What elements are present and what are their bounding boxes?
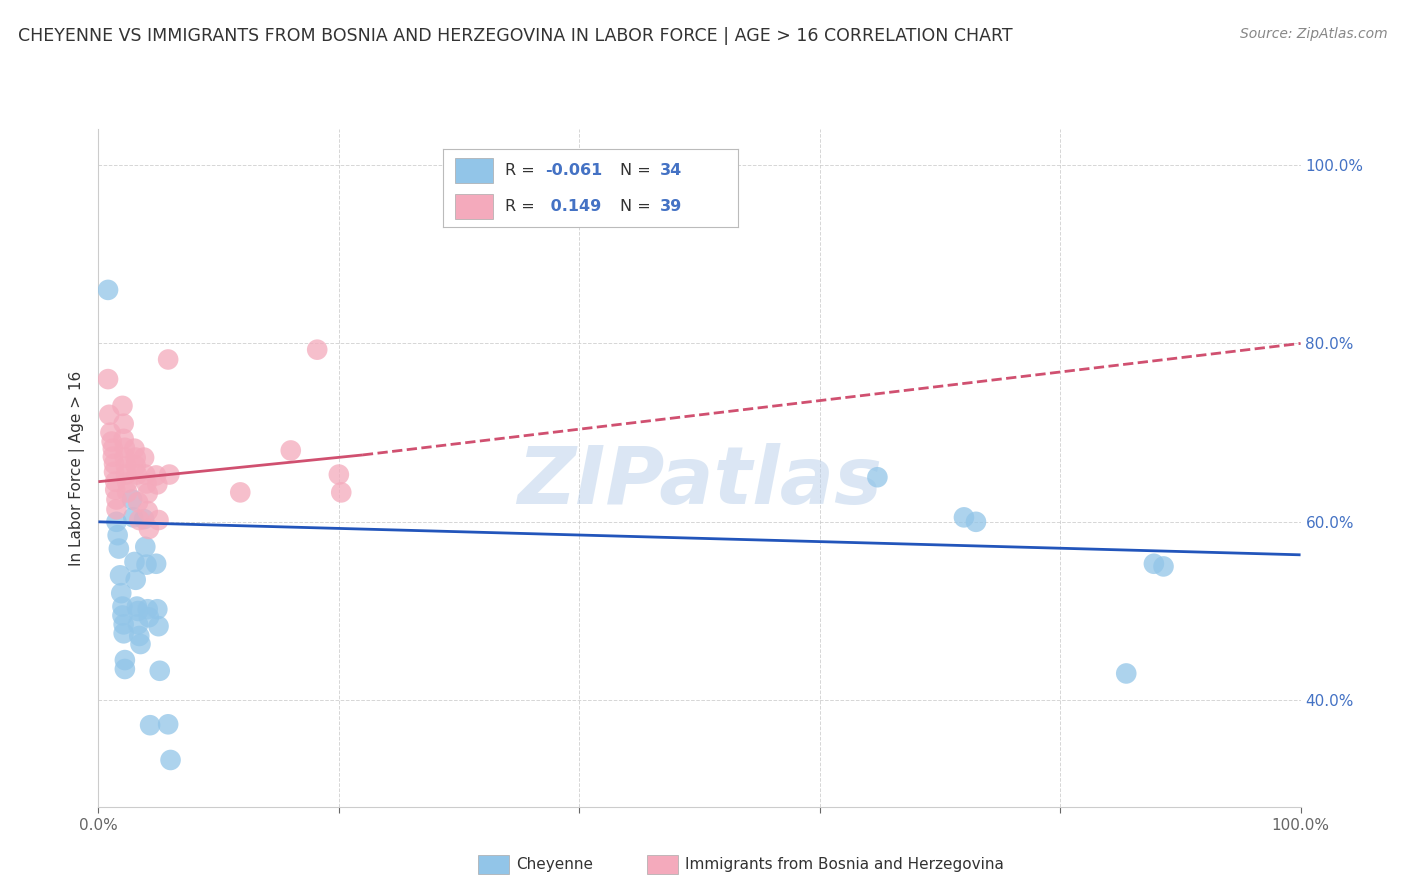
Point	[111, 399, 134, 413]
Point	[112, 626, 135, 640]
Point	[125, 599, 148, 614]
Text: ZIPatlas: ZIPatlas	[517, 442, 882, 521]
Point	[115, 459, 138, 474]
Text: N =: N =	[620, 199, 657, 214]
Point	[330, 485, 353, 500]
Text: 34: 34	[659, 162, 682, 178]
Point	[114, 450, 136, 465]
Point	[866, 470, 889, 484]
Point	[115, 467, 138, 482]
Point	[105, 515, 128, 529]
Point	[965, 515, 987, 529]
Point	[146, 477, 169, 491]
Text: Cheyenne: Cheyenne	[516, 857, 593, 871]
Point	[127, 604, 149, 618]
Point	[117, 475, 139, 490]
Point	[103, 457, 125, 471]
Point	[117, 485, 139, 500]
Point	[108, 541, 131, 556]
Point	[111, 599, 134, 614]
Point	[132, 450, 155, 465]
Point	[97, 283, 120, 297]
Point	[139, 718, 162, 732]
Point	[149, 664, 172, 678]
Point	[121, 492, 143, 507]
Text: Immigrants from Bosnia and Herzegovina: Immigrants from Bosnia and Herzegovina	[685, 857, 1004, 871]
Point	[136, 486, 159, 500]
Point	[145, 468, 167, 483]
Point	[114, 662, 136, 676]
Point	[98, 408, 121, 422]
Point	[128, 629, 150, 643]
Point	[138, 522, 160, 536]
Text: R =: R =	[505, 199, 540, 214]
Point	[1143, 557, 1166, 571]
Point	[229, 485, 252, 500]
Point	[157, 352, 180, 367]
Point	[159, 753, 181, 767]
Point	[100, 434, 122, 449]
Point	[107, 528, 129, 542]
Point	[157, 467, 180, 482]
Point	[953, 510, 976, 524]
Point	[124, 442, 146, 456]
Point	[114, 653, 136, 667]
Point	[97, 372, 120, 386]
Point	[124, 555, 146, 569]
Point	[135, 558, 157, 572]
Point	[328, 467, 350, 482]
Point	[125, 573, 148, 587]
Point	[138, 610, 160, 624]
Point	[307, 343, 329, 357]
Point	[136, 602, 159, 616]
Point	[101, 450, 124, 464]
Point	[1153, 559, 1175, 574]
Point	[157, 717, 180, 731]
Point	[280, 443, 302, 458]
Point	[122, 510, 145, 524]
Point	[112, 417, 135, 431]
Point	[110, 586, 132, 600]
Point	[148, 513, 170, 527]
Point	[111, 608, 134, 623]
Text: N =: N =	[620, 162, 657, 178]
Point	[103, 465, 125, 479]
Point	[125, 450, 148, 465]
Text: 0.149: 0.149	[544, 199, 600, 214]
Point	[134, 467, 156, 482]
Point	[114, 441, 136, 455]
Point	[136, 504, 159, 518]
Point	[128, 513, 150, 527]
Point	[125, 458, 148, 473]
FancyBboxPatch shape	[454, 158, 494, 183]
Point	[105, 502, 128, 516]
Point	[100, 425, 122, 440]
Point	[132, 512, 155, 526]
Point	[108, 568, 131, 582]
Point	[148, 619, 170, 633]
Point	[134, 540, 156, 554]
Y-axis label: In Labor Force | Age > 16: In Labor Force | Age > 16	[69, 371, 86, 566]
Point	[112, 617, 135, 632]
Text: R =: R =	[505, 162, 540, 178]
Point	[1115, 666, 1137, 681]
Text: Source: ZipAtlas.com: Source: ZipAtlas.com	[1240, 27, 1388, 41]
Point	[125, 467, 148, 482]
Point	[104, 475, 127, 489]
Point	[145, 557, 167, 571]
Point	[105, 492, 128, 507]
Point	[127, 495, 149, 509]
Point	[104, 483, 127, 497]
Point	[129, 637, 152, 651]
Text: CHEYENNE VS IMMIGRANTS FROM BOSNIA AND HERZEGOVINA IN LABOR FORCE | AGE > 16 COR: CHEYENNE VS IMMIGRANTS FROM BOSNIA AND H…	[18, 27, 1012, 45]
Point	[135, 476, 157, 491]
FancyBboxPatch shape	[454, 194, 494, 219]
Point	[112, 432, 135, 446]
Text: 39: 39	[659, 199, 682, 214]
Point	[101, 442, 124, 456]
Point	[146, 602, 169, 616]
Point	[127, 617, 149, 632]
Text: -0.061: -0.061	[544, 162, 602, 178]
